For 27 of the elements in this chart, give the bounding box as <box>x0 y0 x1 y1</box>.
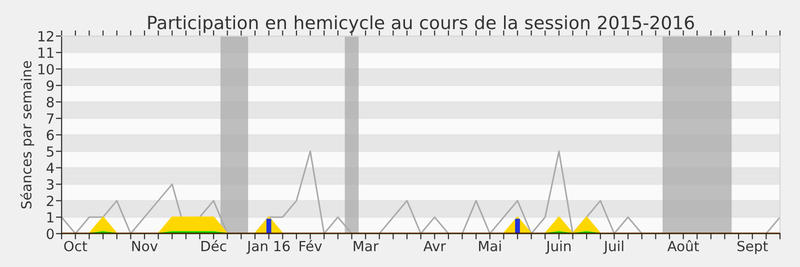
y-tick-label: 6 <box>46 130 54 140</box>
x-tick-label: Nov <box>132 240 158 252</box>
y-tick-label: 5 <box>46 146 54 157</box>
y-tick-label: 4 <box>46 162 54 174</box>
y-tick-label: 7 <box>46 114 54 124</box>
x-tick-label: Juil <box>603 240 624 254</box>
x-tick-label: Juin <box>545 240 571 254</box>
y-tick-label: 0 <box>46 228 54 240</box>
x-tick-label: Avr <box>423 240 446 252</box>
y-tick-label: 11 <box>38 48 54 58</box>
y-axis-title: Séances par semaine <box>20 61 34 208</box>
y-tick-label: 3 <box>46 179 54 190</box>
y-tick-label: 10 <box>38 64 54 74</box>
x-tick-label: Déc <box>201 240 226 252</box>
x-tick-label: Oct <box>64 240 88 252</box>
y-tick-label: 2 <box>46 196 54 206</box>
y-tick-label: 9 <box>46 80 54 91</box>
x-tick-label: Sept <box>737 240 768 254</box>
x-tick-label: Mar <box>354 240 379 252</box>
x-tick-label: Mai <box>479 240 501 252</box>
x-tick-label: Fév <box>300 240 322 252</box>
y-tick-label: 12 <box>38 31 54 42</box>
y-tick-label: 8 <box>46 96 54 108</box>
y-tick-label: 1 <box>47 212 54 222</box>
chart-title: Participation en hemicycle au cours de la session 2015-2016 <box>148 15 694 33</box>
x-tick-label: Août <box>667 240 699 252</box>
x-tick-label: Jan 16 <box>246 240 290 254</box>
